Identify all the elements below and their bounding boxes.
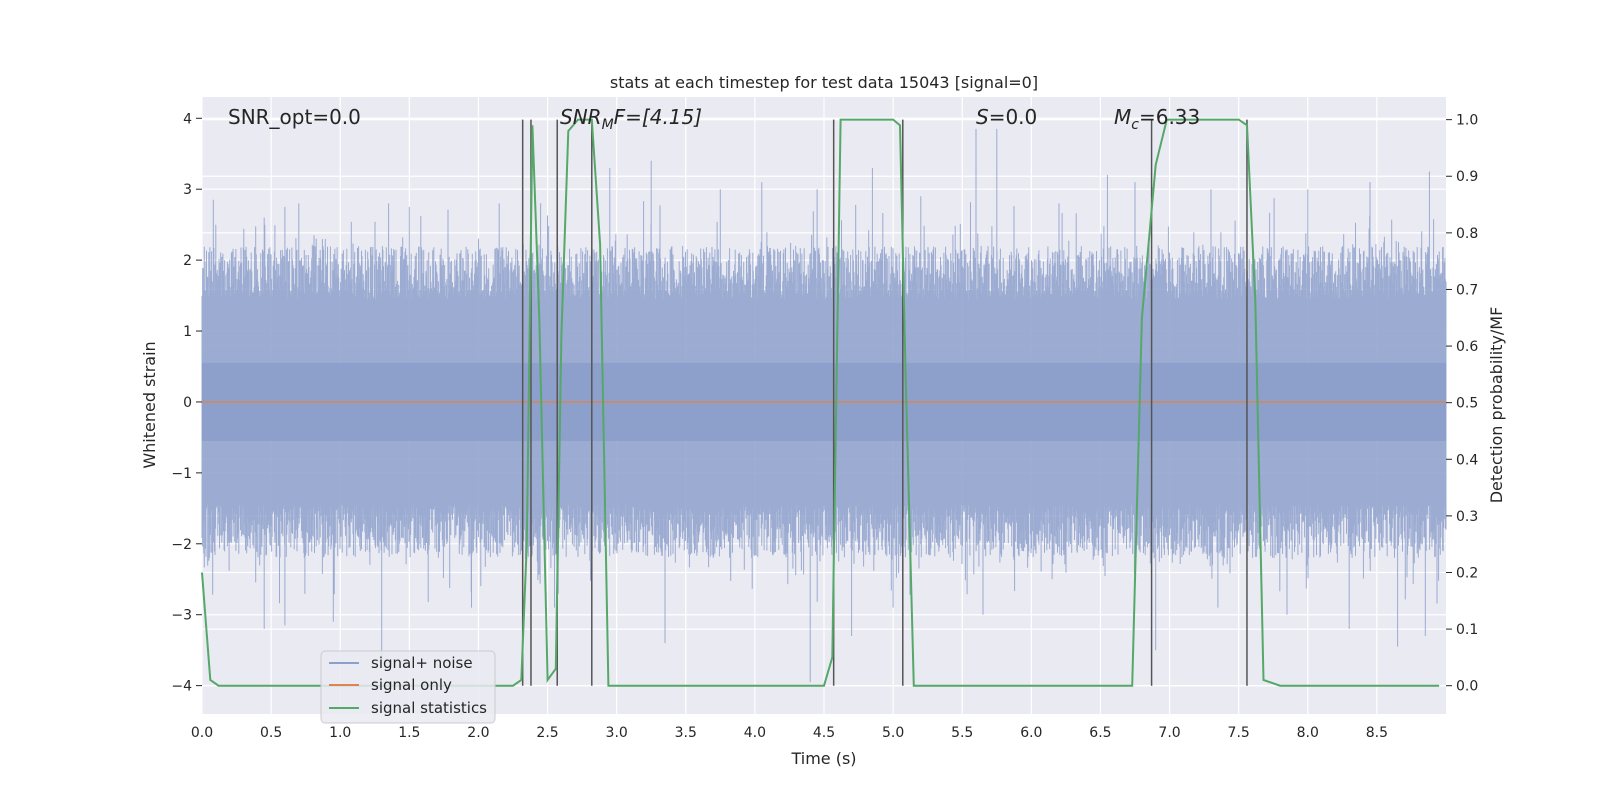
x-tick-label: 0.5 bbox=[260, 725, 282, 741]
annotation-s-value: =0.0 bbox=[989, 105, 1038, 129]
x-axis-ticks: 0.0 0.5 1.0 1.5 2.0 2.5 3.0 3.5 4.0 4.5 5.0 5.5 6.0 6… bbox=[191, 725, 1388, 741]
y-tick-label-right: 0.3 bbox=[1456, 509, 1478, 525]
y-tick-label-left: 2 bbox=[183, 253, 192, 269]
x-tick-label: 3.0 bbox=[606, 725, 628, 741]
y-tick-label-right: 1.0 bbox=[1456, 113, 1478, 129]
legend-box bbox=[320, 650, 496, 724]
y-tick-label-right: 0.8 bbox=[1456, 226, 1478, 242]
y-tick-label-right: 0.1 bbox=[1456, 622, 1478, 638]
x-tick-label: 0.0 bbox=[191, 725, 213, 741]
annotation-mc-sub: c bbox=[1131, 117, 1139, 133]
y-tick-label-left: −4 bbox=[171, 679, 192, 695]
signal-statistics-series bbox=[201, 118, 1440, 687]
legend-label-signal-noise: signal+ noise bbox=[371, 654, 473, 672]
y-axis-left-ticks: 4 3 2 1 0 −1 −2 −3 −4 bbox=[171, 111, 202, 695]
y-tick-label-right: 0.7 bbox=[1456, 282, 1478, 298]
x-tick-label: 5.5 bbox=[951, 725, 973, 741]
annotation-mc-main: M bbox=[1114, 105, 1131, 129]
x-tick-label: 2.5 bbox=[536, 725, 558, 741]
signal-statistics-line bbox=[201, 118, 1440, 687]
y-tick-label-left: 1 bbox=[183, 324, 192, 340]
y-axis-left-label: Whitened strain bbox=[140, 341, 159, 468]
annotation-snr-opt: SNR_opt=0.0 bbox=[228, 105, 361, 129]
legend: signal+ noise signal only signal statist… bbox=[320, 650, 496, 724]
y-axis-right-ticks: 1.0 0.9 0.8 0.7 0.6 0.5 0.4 0.3 0.2 0.1 0.0 bbox=[1446, 113, 1478, 695]
x-tick-label: 2.0 bbox=[467, 725, 489, 741]
y-tick-label-left: 3 bbox=[183, 182, 192, 198]
annotation-mc-value: =6.33 bbox=[1139, 105, 1200, 129]
y-tick-label-right: 0.2 bbox=[1456, 565, 1478, 581]
x-tick-label: 1.5 bbox=[398, 725, 420, 741]
y-tick-label-right: 0.6 bbox=[1456, 339, 1478, 355]
y-axis-right-label: Detection probability/MF bbox=[1487, 307, 1506, 504]
x-tick-label: 3.5 bbox=[675, 725, 697, 741]
legend-label-signal-statistics: signal statistics bbox=[371, 699, 487, 717]
x-tick-label: 7.0 bbox=[1158, 725, 1180, 741]
x-tick-label: 4.5 bbox=[813, 725, 835, 741]
y-tick-label-right: 0.5 bbox=[1456, 396, 1478, 412]
x-tick-label: 6.0 bbox=[1020, 725, 1042, 741]
y-tick-label-left: 0 bbox=[183, 395, 192, 411]
x-tick-label: 8.0 bbox=[1297, 725, 1319, 741]
x-tick-label: 6.5 bbox=[1089, 725, 1111, 741]
annotation-s: S=0.0 bbox=[976, 105, 1037, 129]
legend-label-signal-only: signal only bbox=[371, 676, 452, 694]
annotation-snr-mf-value: F=[4.15] bbox=[614, 105, 702, 129]
x-tick-label: 4.0 bbox=[744, 725, 766, 741]
y-tick-label-left: −2 bbox=[171, 537, 192, 553]
x-axis-label: Time (s) bbox=[790, 749, 856, 768]
x-tick-label: 1.0 bbox=[329, 725, 351, 741]
x-tick-label: 8.5 bbox=[1366, 725, 1388, 741]
y-tick-label-left: −3 bbox=[171, 608, 192, 624]
annotation-snr-mf: SNRMF=[4.15] bbox=[560, 105, 702, 133]
y-tick-label-left: 4 bbox=[183, 111, 192, 127]
annotation-snr-mf-sub: M bbox=[602, 117, 614, 133]
y-tick-label-right: 0.9 bbox=[1456, 169, 1478, 185]
x-tick-label: 7.5 bbox=[1228, 725, 1250, 741]
annotation-mc: Mc=6.33 bbox=[1114, 105, 1200, 133]
annotation-snr-mf-main: SNR bbox=[560, 105, 602, 129]
y-tick-label-left: −1 bbox=[171, 466, 192, 482]
y-tick-label-right: 0.4 bbox=[1456, 452, 1478, 468]
annotation-s-main: S bbox=[976, 105, 989, 129]
y-tick-label-right: 0.0 bbox=[1456, 679, 1478, 695]
chart-title: stats at each timestep for test data 150… bbox=[610, 73, 1038, 92]
x-tick-label: 5.0 bbox=[882, 725, 904, 741]
